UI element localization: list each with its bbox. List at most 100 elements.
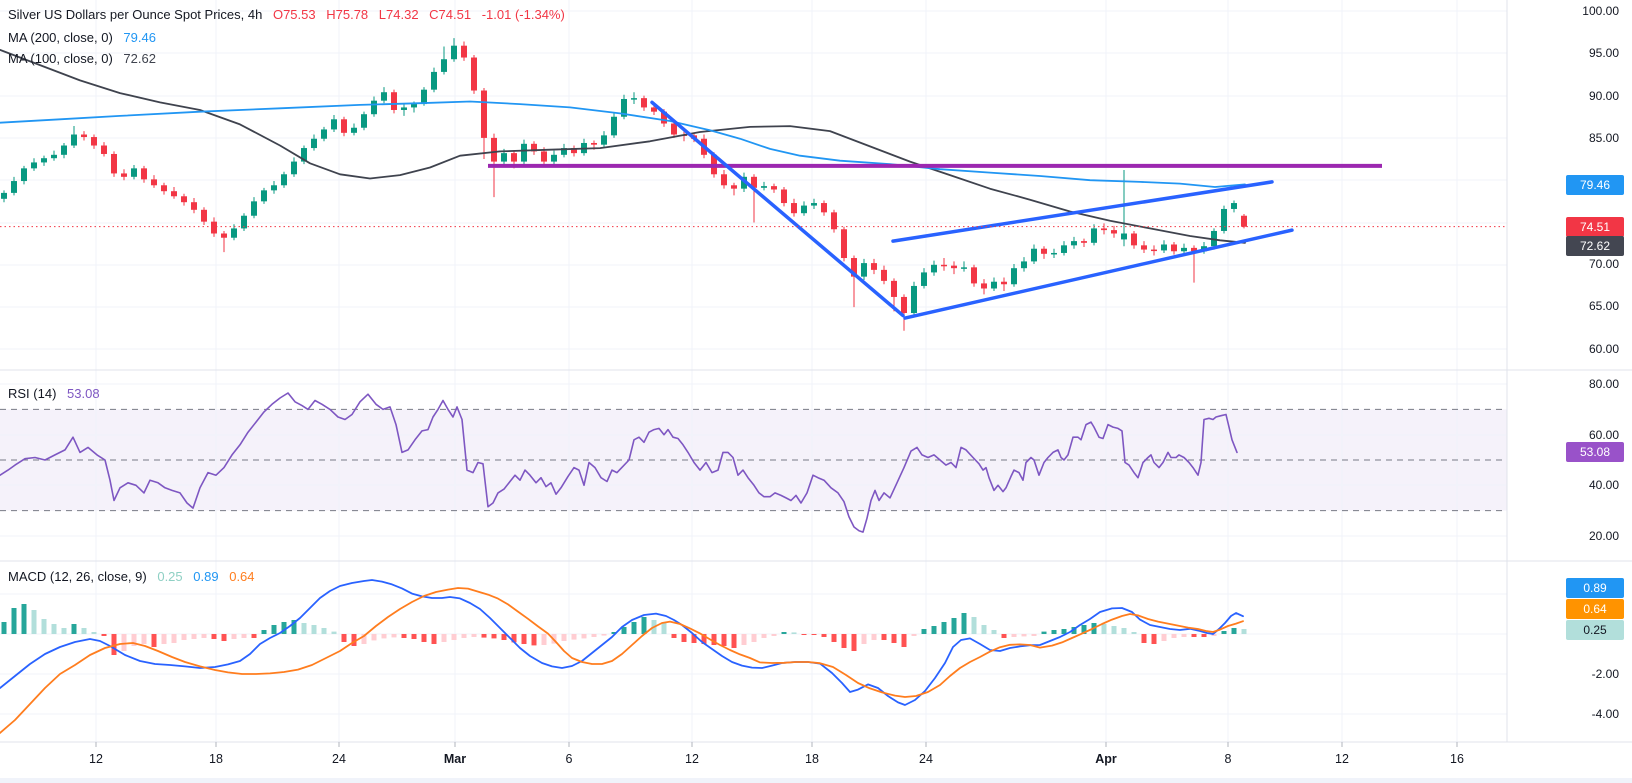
macd-histogram-bar bbox=[161, 634, 167, 644]
macd-histogram-bar bbox=[411, 634, 417, 639]
candle-body bbox=[1051, 252, 1057, 255]
macd-histogram-bar bbox=[691, 634, 697, 643]
legend-ma100[interactable]: MA (100, close, 0) 72.62 bbox=[8, 50, 156, 67]
candle-body bbox=[881, 269, 887, 281]
macd-histogram-bar bbox=[561, 634, 567, 641]
rsi-tick-label: 80.00 bbox=[1588, 377, 1619, 391]
legend-main[interactable]: Silver US Dollars per Ounce Spot Prices,… bbox=[8, 6, 565, 23]
price-tick-label: 60.00 bbox=[1588, 342, 1619, 356]
price-tick-label: 90.00 bbox=[1588, 89, 1619, 103]
candle-body bbox=[951, 265, 957, 269]
candle-body bbox=[51, 154, 57, 159]
macd-histogram-bar bbox=[451, 634, 457, 640]
macd-histogram-bar bbox=[241, 634, 247, 638]
candle-body bbox=[1141, 245, 1147, 250]
candle-body bbox=[91, 137, 97, 146]
price-tick-label: 95.00 bbox=[1588, 46, 1619, 60]
macd-histogram-bar bbox=[491, 634, 497, 639]
candle-body bbox=[21, 168, 27, 182]
macd-histogram-bar bbox=[721, 634, 727, 646]
candle-body bbox=[371, 100, 377, 115]
candle-body bbox=[831, 212, 837, 230]
macd-histogram-bar bbox=[201, 634, 207, 638]
macd-histogram-bar bbox=[401, 634, 407, 638]
macd-histogram-bar bbox=[791, 632, 797, 634]
macd-histogram-bar bbox=[1151, 634, 1157, 644]
macd-histogram-bar bbox=[1191, 634, 1197, 637]
candle-body bbox=[381, 92, 387, 101]
candle-body bbox=[281, 174, 287, 186]
candle-body bbox=[1221, 208, 1227, 231]
macd-histogram-bar bbox=[771, 634, 777, 636]
candle-body bbox=[501, 153, 507, 162]
legend-macd[interactable]: MACD (12, 26, close, 9) 0.25 0.89 0.64 bbox=[8, 568, 255, 585]
trendline-drawing[interactable] bbox=[650, 100, 905, 318]
candle-body bbox=[1241, 215, 1247, 227]
candle-body bbox=[61, 145, 67, 155]
candle-body bbox=[761, 186, 767, 188]
candle-body bbox=[71, 134, 77, 146]
macd-histogram-bar bbox=[921, 629, 927, 634]
macd-histogram-bar bbox=[1201, 634, 1207, 637]
macd-histogram-bar bbox=[661, 623, 667, 634]
macd-histogram-bar bbox=[1121, 628, 1127, 634]
macd-histogram-bar bbox=[941, 622, 947, 634]
time-tick-label: 12 bbox=[89, 752, 103, 766]
time-axis[interactable]: 12 18 24 Mar 6 12 18 24 Apr 8 12 16 bbox=[0, 742, 1632, 783]
candle-body bbox=[121, 173, 127, 177]
trendline-drawing[interactable] bbox=[891, 180, 1274, 243]
candle-body bbox=[441, 59, 447, 72]
candle-body bbox=[461, 45, 467, 58]
time-tick-label: 18 bbox=[209, 752, 223, 766]
candle-body bbox=[1181, 247, 1187, 252]
legend-rsi[interactable]: RSI (14) 53.08 bbox=[8, 385, 100, 402]
time-tick-label: Mar bbox=[443, 752, 467, 766]
candle-body bbox=[41, 158, 47, 163]
candle-body bbox=[971, 267, 977, 284]
candle-body bbox=[221, 233, 227, 238]
macd-histogram-bar bbox=[281, 622, 287, 634]
macd-tick-label: -4.00 bbox=[1591, 707, 1619, 721]
macd-label: MACD (12, 26, close, 9) bbox=[8, 569, 147, 584]
rsi-tick-label: 60.00 bbox=[1588, 428, 1619, 442]
price-tick-label: 85.00 bbox=[1588, 131, 1619, 145]
time-tick-label: 18 bbox=[805, 752, 819, 766]
legend-ma200[interactable]: MA (200, close, 0) 79.46 bbox=[8, 29, 156, 46]
macd-histogram-bar bbox=[681, 634, 687, 642]
candle-body bbox=[871, 263, 877, 270]
macd-histogram-bar bbox=[81, 628, 87, 634]
candle-body bbox=[431, 71, 437, 90]
candle-body bbox=[811, 203, 817, 206]
candle-body bbox=[251, 201, 257, 216]
candle-body bbox=[141, 168, 147, 180]
macd-histogram-bar bbox=[421, 634, 427, 642]
candle-body bbox=[161, 185, 167, 192]
macd-histogram-bar bbox=[131, 634, 137, 646]
macd-histogram-bar bbox=[221, 634, 227, 641]
price-axis[interactable]: 100.00 95.00 90.00 85.00 70.00 65.00 60.00 80.0… bbox=[1507, 0, 1632, 745]
macd-histogram-bar bbox=[91, 632, 97, 634]
candle-body bbox=[481, 90, 487, 138]
macd-histogram-bar bbox=[801, 634, 807, 635]
macd-histogram-bar bbox=[851, 634, 857, 651]
macd-histogram-bar bbox=[861, 634, 867, 644]
candle-body bbox=[191, 202, 197, 210]
candle-body bbox=[151, 179, 157, 186]
macd-histogram-bar bbox=[891, 634, 897, 643]
macd-histogram-bar bbox=[251, 634, 257, 638]
rsi-badge: 53.08 bbox=[1566, 442, 1624, 462]
trendline-drawing[interactable] bbox=[903, 228, 1294, 320]
macd-histogram-bar bbox=[261, 630, 267, 634]
macd-histogram-bar bbox=[381, 634, 387, 639]
candle-body bbox=[1101, 228, 1107, 231]
candle-body bbox=[1071, 241, 1077, 246]
macd-histogram-bar bbox=[1181, 634, 1187, 637]
candle-body bbox=[891, 280, 897, 297]
macd-histogram-bar bbox=[1231, 628, 1237, 634]
candle-body bbox=[81, 134, 87, 138]
candle-body bbox=[321, 129, 327, 139]
macd-histogram-bar bbox=[341, 634, 347, 642]
macd-histogram-bar bbox=[41, 619, 47, 634]
